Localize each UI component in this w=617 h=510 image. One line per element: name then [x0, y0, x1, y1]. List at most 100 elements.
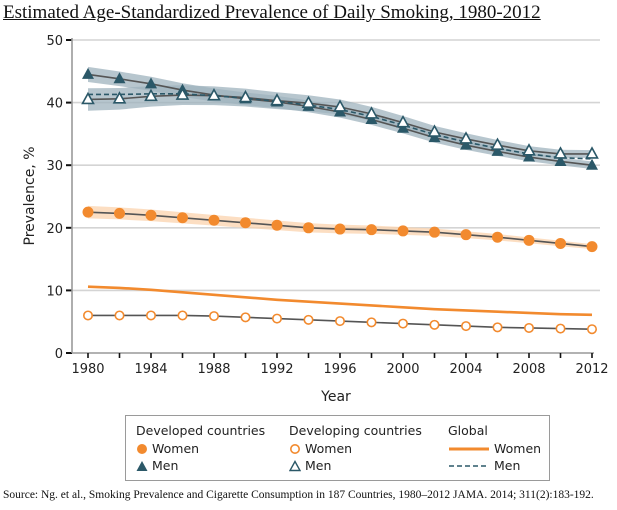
legend-group-title: Developed countries: [136, 423, 266, 438]
open-circle-icon: [290, 443, 300, 454]
data-point-developing-countries-men: [427, 124, 442, 137]
data-point-developing-countries-men: [459, 131, 473, 144]
data-point-developed-countries-men: [460, 138, 472, 150]
legend-item-developing-men: Men: [289, 457, 422, 474]
data-point-developing-countries-women: [492, 322, 503, 333]
y-tick-label: 20: [46, 222, 63, 237]
legend-group-developed: Developed countries Women Men: [136, 422, 265, 474]
data-point-developing-countries-men: [270, 93, 284, 106]
x-axis-label: Year: [320, 389, 351, 405]
data-point-developed-countries-men: [82, 67, 94, 79]
data-point-developing-countries-women: [334, 316, 345, 327]
legend-item-label: Men: [305, 458, 332, 473]
series-markers: [81, 67, 599, 335]
data-point-developing-countries-men: [207, 88, 221, 101]
dashed-line-icon: [449, 464, 489, 467]
chart-plot: 0 10 20 30 40 50 1980 1984 1988 1992 1996 2000 2004 2…: [22, 34, 609, 405]
data-point-developed-countries-women: [240, 217, 251, 229]
x-tick-label: 2012: [575, 362, 608, 377]
x-tick-label: 1992: [260, 362, 293, 377]
y-tick-label: 50: [46, 34, 63, 49]
data-point-developed-countries-women: [366, 224, 377, 236]
data-point-developed-countries-women: [397, 225, 409, 237]
data-point-developing-countries-women: [303, 314, 314, 325]
data-point-developing-countries-men: [364, 106, 379, 119]
chart-title: Estimated Age-Standardized Prevalence of…: [3, 2, 541, 23]
data-point-developing-countries-women: [114, 310, 125, 321]
data-point-developing-countries-men: [301, 95, 316, 109]
data-point-developing-countries-men: [585, 146, 599, 159]
data-point-developing-countries-men: [144, 88, 158, 102]
filled-triangle-icon: [136, 460, 148, 471]
data-point-developed-countries-women: [114, 207, 125, 219]
data-point-developing-countries-women: [209, 311, 220, 322]
x-tick-label: 1980: [71, 362, 104, 377]
data-point-developing-countries-women: [177, 310, 188, 321]
data-point-developed-countries-women: [145, 209, 157, 221]
data-point-developing-countries-women: [523, 322, 534, 333]
legend-group-title: Global: [448, 423, 488, 438]
y-tick-label: 0: [55, 347, 63, 362]
data-point-developing-countries-women: [460, 321, 471, 332]
x-tick-label: 2000: [386, 362, 419, 377]
legend-item-label: Women: [152, 441, 200, 456]
data-point-developing-countries-women: [397, 318, 408, 329]
open-triangle-icon: [289, 459, 301, 471]
y-tick-label: 30: [46, 159, 63, 174]
x-tick-label: 2004: [449, 362, 482, 377]
data-point-developed-countries-men: [523, 150, 535, 162]
legend-item-developed-women: Women: [136, 440, 265, 457]
data-point-developing-countries-women: [429, 319, 440, 330]
legend-item-global-women: Women: [448, 440, 541, 457]
data-point-developed-countries-women: [586, 241, 598, 253]
legend-item-label: Women: [494, 441, 542, 456]
legend-item-label: Men: [494, 458, 521, 473]
source-citation: Source: Ng. et al., Smoking Prevalence a…: [3, 489, 594, 501]
data-point-developed-countries-women: [271, 219, 283, 231]
data-point-developing-countries-men: [553, 146, 568, 159]
data-point-developed-countries-women: [208, 214, 220, 226]
data-point-developed-countries-women: [82, 206, 94, 218]
data-point-developed-countries-women: [460, 229, 472, 241]
band-developed-men: [88, 66, 592, 169]
data-point-developed-countries-women: [429, 226, 440, 238]
data-point-developed-countries-men: [145, 77, 157, 89]
data-point-developing-countries-men: [81, 91, 95, 105]
y-tick-label: 10: [46, 284, 63, 299]
data-point-developing-countries-women: [271, 313, 282, 324]
legend-item-developed-men: Men: [136, 457, 265, 474]
data-point-developing-countries-women: [555, 323, 566, 334]
legend-item-developing-women: Women: [289, 440, 422, 457]
y-axis-label: Prevalence, %: [22, 146, 38, 245]
data-point-developed-countries-women: [492, 231, 503, 243]
x-tick-label: 2008: [512, 362, 545, 377]
data-point-developing-countries-women: [83, 310, 94, 321]
legend-item-label: Men: [152, 458, 179, 473]
axes: 0 10 20 30 40 50 1980 1984 1988 1992 1996 2000 2004 2…: [46, 34, 608, 377]
data-point-developed-countries-women: [523, 234, 535, 246]
data-point-developing-countries-men: [175, 87, 190, 100]
data-point-developing-countries-men: [112, 91, 127, 104]
data-point-developed-countries-women: [303, 222, 314, 234]
series-line-global-women: [87, 285, 593, 317]
legend-item-label: Women: [305, 441, 353, 456]
data-point-developed-countries-men: [491, 144, 504, 156]
data-point-developed-countries-men: [586, 158, 598, 170]
data-point-developing-countries-women: [366, 317, 377, 328]
data-point-developing-countries-women: [586, 324, 597, 335]
filled-circle-icon: [137, 443, 147, 454]
legend-group-global: Global Women Men: [448, 422, 541, 474]
data-point-developed-countries-men: [554, 154, 567, 166]
legend-group-developing: Developing countries Women Men: [289, 422, 422, 474]
data-point-developing-countries-men: [522, 143, 536, 156]
data-point-developed-countries-women: [555, 237, 566, 249]
solid-line-icon: [449, 447, 489, 450]
data-point-developing-countries-men: [333, 99, 347, 112]
x-tick-label: 1984: [134, 362, 167, 377]
y-tick-label: 40: [46, 97, 63, 112]
data-point-developed-countries-women: [334, 223, 346, 235]
data-point-developing-countries-men: [238, 89, 253, 103]
x-tick-label: 1996: [323, 362, 356, 377]
data-point-developing-countries-men: [396, 114, 410, 128]
data-point-developed-countries-men: [113, 72, 126, 84]
